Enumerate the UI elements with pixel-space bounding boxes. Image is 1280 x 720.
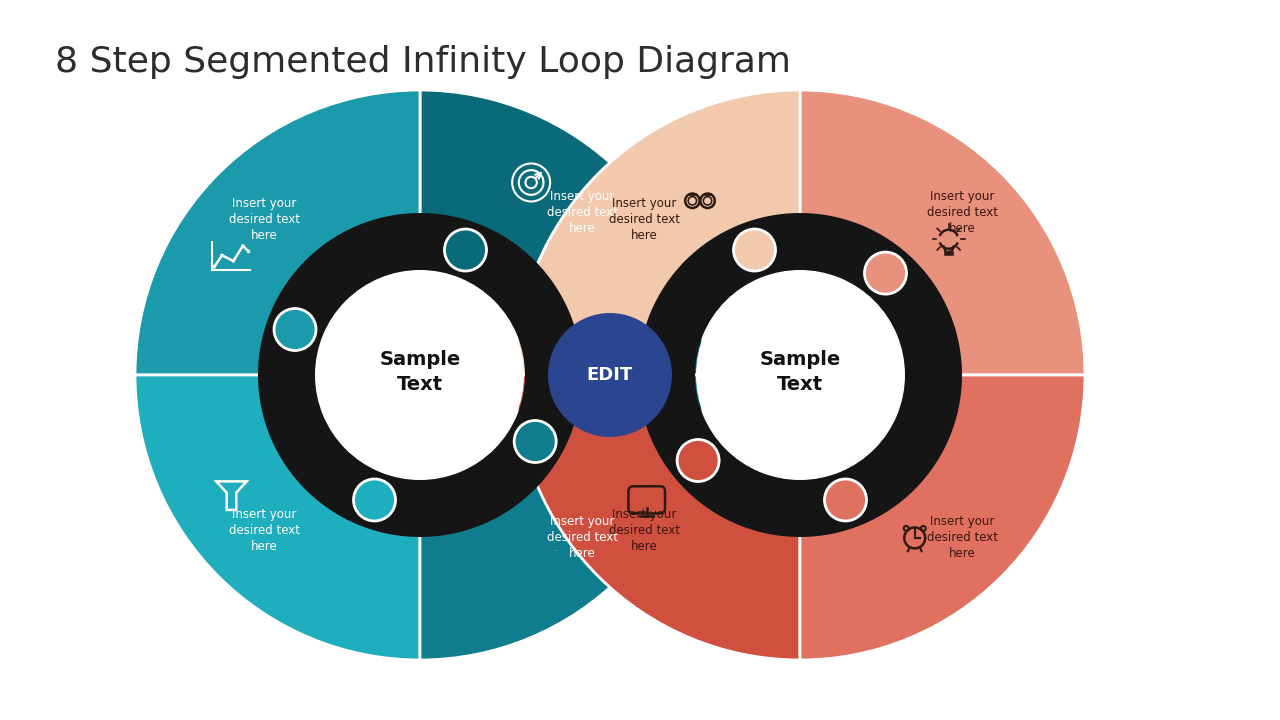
Circle shape	[824, 479, 867, 521]
Text: 8 Step Segmented Infinity Loop Diagram: 8 Step Segmented Infinity Loop Diagram	[55, 45, 791, 79]
Circle shape	[241, 244, 244, 248]
Text: EDIT: EDIT	[586, 366, 634, 384]
Circle shape	[232, 259, 236, 263]
Text: Insert your
desired text
here: Insert your desired text here	[547, 190, 618, 235]
Text: Insert your
desired text
here: Insert your desired text here	[229, 508, 300, 553]
Wedge shape	[420, 90, 705, 375]
Text: Sample
Text: Sample Text	[379, 350, 461, 394]
Wedge shape	[515, 90, 800, 375]
Wedge shape	[259, 213, 582, 537]
Wedge shape	[800, 375, 1085, 660]
Text: Insert your
desired text
here: Insert your desired text here	[229, 197, 300, 242]
Circle shape	[733, 229, 776, 271]
Text: Insert your
desired text
here: Insert your desired text here	[927, 190, 998, 235]
Wedge shape	[515, 375, 800, 660]
Circle shape	[444, 229, 486, 271]
Text: Insert your
desired text
here: Insert your desired text here	[609, 197, 680, 242]
Wedge shape	[134, 375, 420, 660]
Text: Insert your
desired text
here: Insert your desired text here	[547, 515, 618, 560]
Wedge shape	[134, 90, 420, 375]
Circle shape	[515, 420, 557, 462]
Wedge shape	[420, 375, 705, 660]
Wedge shape	[637, 213, 963, 537]
Circle shape	[864, 252, 906, 294]
Circle shape	[247, 250, 251, 253]
Circle shape	[353, 479, 396, 521]
Circle shape	[212, 265, 216, 269]
Circle shape	[548, 313, 672, 437]
Circle shape	[316, 271, 524, 479]
Text: Insert your
desired text
here: Insert your desired text here	[609, 508, 680, 553]
Text: Sample
Text: Sample Text	[759, 350, 841, 394]
Circle shape	[677, 439, 719, 482]
Circle shape	[274, 308, 316, 351]
Wedge shape	[800, 90, 1085, 375]
Circle shape	[220, 253, 224, 257]
Circle shape	[696, 271, 904, 479]
Text: Insert your
desired text
here: Insert your desired text here	[927, 515, 998, 560]
